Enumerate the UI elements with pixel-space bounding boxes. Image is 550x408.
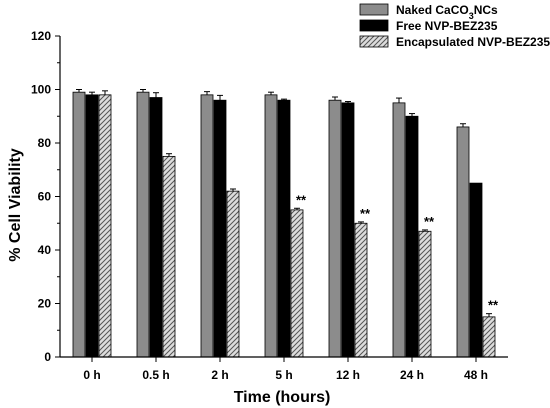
significance-annotation: ** xyxy=(296,192,307,207)
bar xyxy=(482,316,496,358)
x-axis-ticks: 0 h 0.5 h 2 h 5 h 12 h 24 h 48 h xyxy=(83,357,488,382)
x-tick-label: 0.5 h xyxy=(142,368,169,382)
bar xyxy=(162,155,176,358)
x-tick-label: 12 h xyxy=(336,368,360,382)
bar xyxy=(136,91,150,358)
y-tick-label: 0 xyxy=(44,350,51,364)
y-tick-label: 100 xyxy=(31,83,51,97)
y-tick-label: 40 xyxy=(38,243,52,257)
bar xyxy=(469,182,483,358)
bar xyxy=(290,209,304,358)
bar xyxy=(226,190,240,358)
y-axis-ticks: 0 20 40 60 80 100 120 xyxy=(31,29,60,364)
bar xyxy=(354,222,368,358)
bar xyxy=(405,115,419,358)
legend-label: Free NVP-BEZ235 xyxy=(396,19,498,33)
bar xyxy=(213,99,227,358)
bar xyxy=(72,91,86,358)
legend-swatch xyxy=(359,3,389,16)
x-tick-label: 24 h xyxy=(400,368,424,382)
legend-swatch xyxy=(359,35,389,48)
y-tick-label: 60 xyxy=(38,190,52,204)
x-tick-label: 48 h xyxy=(464,368,488,382)
error-bars-layer xyxy=(76,89,492,317)
bar xyxy=(456,126,470,358)
significance-annotation: ** xyxy=(424,214,435,229)
y-tick-label: 20 xyxy=(38,297,52,311)
annotations-layer: ** ** ** ** xyxy=(296,192,499,312)
bar xyxy=(149,97,163,358)
x-tick-label: 0 h xyxy=(83,368,100,382)
bar xyxy=(264,94,278,358)
x-axis-label: Time (hours) xyxy=(234,389,331,406)
bar xyxy=(341,102,355,358)
legend-label: Encapsulated NVP-BEZ235 xyxy=(396,35,550,49)
legend-swatch xyxy=(359,19,389,32)
significance-annotation: ** xyxy=(488,298,499,313)
bar xyxy=(392,102,406,358)
y-tick-label: 120 xyxy=(31,29,51,43)
x-tick-label: 2 h xyxy=(211,368,228,382)
significance-annotation: ** xyxy=(360,206,371,221)
x-tick-label: 5 h xyxy=(275,368,292,382)
bar xyxy=(418,230,432,358)
legend-label: Naked CaCO3NCs xyxy=(396,3,498,21)
bar xyxy=(277,99,291,358)
bar xyxy=(328,99,342,358)
y-tick-label: 80 xyxy=(38,136,52,150)
bar xyxy=(200,94,214,358)
y-axis-label: % Cell Viability xyxy=(7,148,24,262)
bar xyxy=(85,94,99,358)
bar xyxy=(98,94,112,358)
